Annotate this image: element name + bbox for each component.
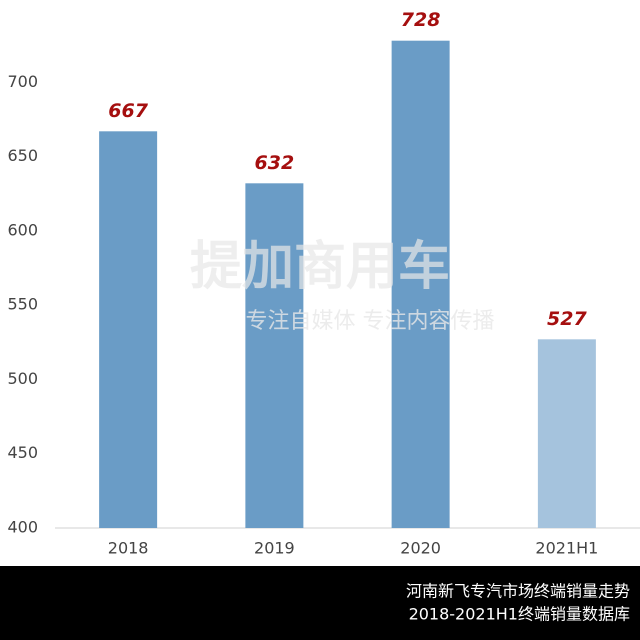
bar bbox=[99, 131, 158, 529]
footer bbox=[0, 566, 640, 640]
plot-area: 400 450 500 550 600 650 700 2018 667 2019 632 2020 7… bbox=[7, 9, 640, 558]
bar bbox=[537, 339, 596, 528]
y-tick-label: 450 bbox=[7, 443, 38, 462]
y-tick-label: 500 bbox=[7, 369, 38, 388]
value-label: 728 bbox=[401, 9, 441, 31]
watermark: 提加商用车 bbox=[190, 237, 450, 297]
y-tick-label: 600 bbox=[7, 220, 38, 239]
watermark: 专注自媒体 专注内容传播 bbox=[246, 309, 495, 334]
x-tick-label: 2020 bbox=[400, 539, 441, 558]
value-label: 527 bbox=[547, 308, 587, 330]
y-tick-label: 650 bbox=[7, 146, 38, 165]
bar bbox=[245, 183, 304, 529]
value-label: 667 bbox=[108, 100, 148, 122]
y-tick-label: 700 bbox=[7, 72, 38, 91]
footnote: 2018-2021H1终端销量数据库 bbox=[409, 605, 630, 624]
y-tick-label: 400 bbox=[7, 518, 38, 537]
bar bbox=[391, 40, 450, 528]
x-tick-label: 2021H1 bbox=[535, 539, 598, 558]
x-tick-label: 2018 bbox=[108, 539, 149, 558]
y-tick-label: 550 bbox=[7, 295, 38, 314]
value-label: 632 bbox=[255, 152, 295, 174]
x-tick-label: 2019 bbox=[254, 539, 295, 558]
footnote: 河南新飞专汽市场终端销量走势 bbox=[406, 582, 630, 601]
